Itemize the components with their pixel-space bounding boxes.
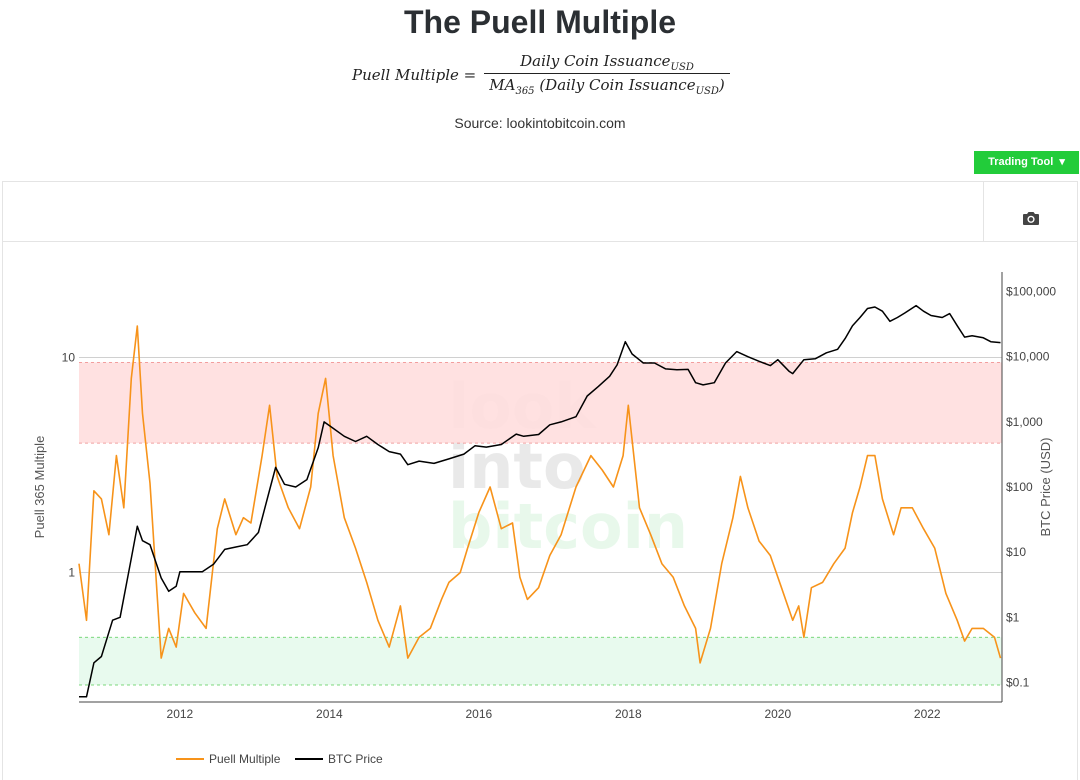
- puell-formula: Puell Multiple = Daily Coin IssuanceUSD …: [0, 52, 1080, 102]
- y-right-tick-label: $1,000: [1006, 415, 1043, 429]
- btc-price-line: [79, 304, 1001, 698]
- camera-icon: [1023, 212, 1039, 225]
- legend-label: Puell Multiple: [209, 752, 281, 766]
- source-text: Source: lookintobitcoin.com: [454, 115, 626, 131]
- legend-label: BTC Price: [328, 752, 383, 766]
- y-right-tick-label: $10,000: [1006, 350, 1050, 364]
- y-right-tick-label: $0.1: [1006, 675, 1030, 689]
- x-tick-label: 2018: [615, 707, 642, 721]
- x-tick-label: 2014: [316, 707, 343, 721]
- formula-numerator: Daily Coin IssuanceUSD: [520, 52, 694, 73]
- formula-denominator: MA365 (Daily Coin IssuanceUSD): [489, 76, 725, 97]
- chart-panel: [2, 181, 1078, 780]
- y-right-tick-label: $10: [1006, 545, 1026, 559]
- y-right-axis-title: BTC Price (USD): [1038, 438, 1053, 537]
- puell-multiple-line: [78, 325, 1002, 664]
- formula-lhs: Puell Multiple =: [352, 66, 477, 84]
- y-right-tick-label: $100: [1006, 480, 1033, 494]
- x-tick-label: 2016: [465, 707, 492, 721]
- formula-fraction-bar: [484, 73, 730, 74]
- x-tick-label: 2020: [764, 707, 791, 721]
- trading-tool-button[interactable]: Trading Tool ▾: [974, 151, 1079, 174]
- band-undervalued: [79, 637, 1002, 685]
- x-tick-label: 2022: [914, 707, 941, 721]
- x-tick-label: 2012: [167, 707, 194, 721]
- y-left-axis-title: Puell 365 Multiple: [32, 436, 47, 539]
- y-right-tick-label: $1: [1006, 610, 1020, 624]
- formula-fraction: Daily Coin IssuanceUSD MA365 (Daily Coin…: [484, 52, 730, 97]
- chart-toolbar: [3, 182, 1077, 242]
- trading-tool-label: Trading Tool: [988, 156, 1054, 168]
- band-overvalued: [79, 362, 1002, 444]
- y-left-tick-label: 1: [68, 566, 75, 580]
- page-title: The Puell Multiple: [403, 4, 676, 40]
- y-right-tick-label: $100,000: [1006, 285, 1056, 299]
- y-left-tick-label: 10: [62, 351, 76, 365]
- caret-down-icon: ▾: [1056, 156, 1065, 168]
- camera-button[interactable]: [983, 182, 1077, 242]
